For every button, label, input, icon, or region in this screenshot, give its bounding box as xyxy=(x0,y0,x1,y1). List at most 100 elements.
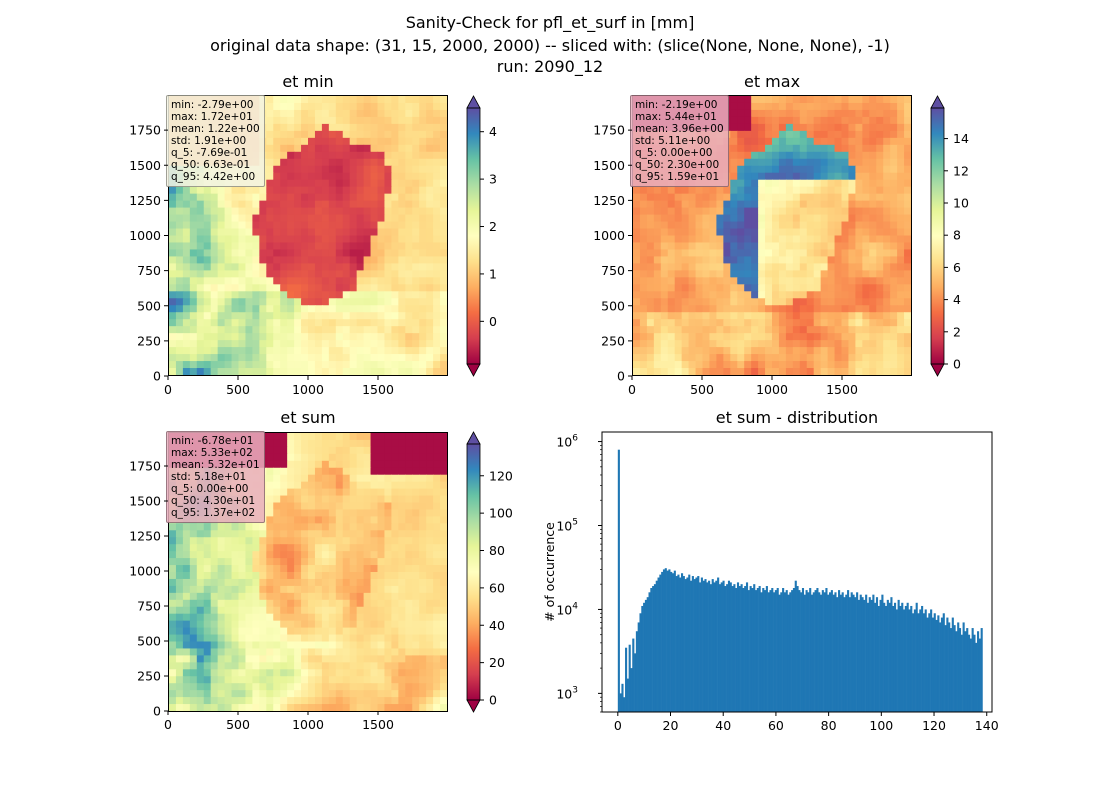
heatmap-cell xyxy=(855,158,863,167)
heatmap-cell xyxy=(674,221,683,230)
heatmap-cell xyxy=(405,641,413,650)
heatmap-cell xyxy=(308,446,316,455)
stats-line: q_50: 6.63e-01 xyxy=(171,159,251,171)
heatmap-cell xyxy=(287,690,295,698)
heatmap-cell xyxy=(412,116,420,125)
heatmap-cell xyxy=(433,627,441,636)
heatmap-cell xyxy=(820,172,829,181)
heatmap-cell xyxy=(203,214,212,223)
heatmap-cell xyxy=(273,284,281,292)
x-tick-label: 500 xyxy=(226,382,250,397)
heatmap-cell xyxy=(412,530,420,538)
heatmap-cell xyxy=(217,347,226,355)
heatmap-cell xyxy=(751,340,759,348)
heatmap-cell xyxy=(778,312,787,320)
heatmap-cell xyxy=(772,96,780,104)
stats-line: q_50: 2.30e+00 xyxy=(635,159,720,171)
heatmap-cell xyxy=(744,109,752,118)
heatmap-cell xyxy=(412,655,420,663)
heatmap-cell xyxy=(224,613,233,622)
heatmap-cell xyxy=(342,446,351,455)
heatmap-cell xyxy=(384,326,392,334)
heatmap-cell xyxy=(301,516,309,524)
heatmap-cell xyxy=(196,544,205,552)
heatmap-cell xyxy=(196,193,205,202)
heatmap-cell xyxy=(370,347,379,355)
heatmap-cell xyxy=(391,347,399,355)
heatmap-cell xyxy=(321,214,330,223)
heatmap-cell xyxy=(653,263,662,271)
colorbar-tick-label: 6 xyxy=(953,260,961,275)
heatmap-cell xyxy=(245,235,253,244)
heatmap-cell xyxy=(391,558,399,566)
heatmap-cell xyxy=(730,277,738,285)
heatmap-cell xyxy=(349,530,358,538)
heatmap-cell xyxy=(398,361,406,369)
heatmap-cell xyxy=(391,207,399,216)
heatmap-cell xyxy=(384,606,392,615)
heatmap-cell xyxy=(238,634,247,643)
heatmap-cell xyxy=(883,193,891,202)
heatmap-cell xyxy=(314,669,323,677)
heatmap-cell xyxy=(266,627,274,636)
heatmap-cell xyxy=(287,179,295,188)
heatmap-cell xyxy=(702,340,711,348)
heatmap-cell xyxy=(370,627,379,636)
heatmap-cell xyxy=(827,326,836,334)
heatmap-cell xyxy=(196,305,205,313)
heatmap-cell xyxy=(876,312,884,320)
heatmap-cell xyxy=(723,333,731,341)
heatmap-cell xyxy=(792,235,801,244)
heatmap-cell xyxy=(308,291,316,299)
heatmap-cell xyxy=(356,613,365,622)
heatmap-cell xyxy=(245,648,253,656)
heatmap-cell xyxy=(321,347,330,355)
heatmap-cell xyxy=(294,319,302,327)
heatmap-cell xyxy=(433,207,441,216)
heatmap-cell xyxy=(688,291,697,299)
heatmap-cell xyxy=(169,235,177,244)
heatmap-cell xyxy=(356,333,365,341)
heatmap-cell xyxy=(217,298,226,306)
heatmap-cell xyxy=(356,662,365,670)
heatmap-cell xyxy=(189,620,198,629)
heatmap-cell xyxy=(266,495,274,504)
heatmap-cell xyxy=(245,544,253,552)
heatmap-cell xyxy=(217,572,226,580)
heatmap-cell xyxy=(287,558,295,566)
heatmap-cell xyxy=(716,326,724,334)
heatmap-cell xyxy=(890,354,898,362)
heatmap-cell xyxy=(224,690,233,698)
heatmap-cell xyxy=(203,305,212,313)
heatmap-cell xyxy=(377,648,386,656)
heatmap-cell xyxy=(169,530,177,538)
heatmap-cell xyxy=(897,263,905,271)
panel-title-et-sum: et sum xyxy=(280,408,336,427)
heatmap-cell xyxy=(827,96,836,104)
heatmap-cell xyxy=(744,284,752,292)
heatmap-cell xyxy=(308,368,316,375)
heatmap-cell xyxy=(869,305,877,313)
heatmap-cell xyxy=(217,207,226,216)
heatmap-cell xyxy=(398,613,406,622)
y-tick-label: 750 xyxy=(137,599,161,614)
heatmap-cell xyxy=(182,572,191,580)
heatmap-cell xyxy=(224,291,233,299)
heatmap-cell xyxy=(217,620,226,629)
histogram-bar xyxy=(634,653,637,712)
heatmap-cell xyxy=(342,551,351,559)
heatmap-cell xyxy=(778,368,787,375)
heatmap-cell xyxy=(210,214,219,223)
heatmap-cell xyxy=(245,599,253,608)
heatmap-cell xyxy=(280,165,288,174)
heatmap-cell xyxy=(349,502,358,511)
heatmap-cell xyxy=(203,676,212,684)
heatmap-cell xyxy=(876,179,884,188)
heatmap-cell xyxy=(182,690,191,698)
heatmap-cell xyxy=(391,572,399,580)
heatmap-cell xyxy=(412,151,420,160)
heatmap-cell xyxy=(266,102,274,111)
heatmap-cell xyxy=(321,585,330,594)
heatmap-cell xyxy=(245,256,253,264)
heatmap-cell xyxy=(646,256,655,264)
